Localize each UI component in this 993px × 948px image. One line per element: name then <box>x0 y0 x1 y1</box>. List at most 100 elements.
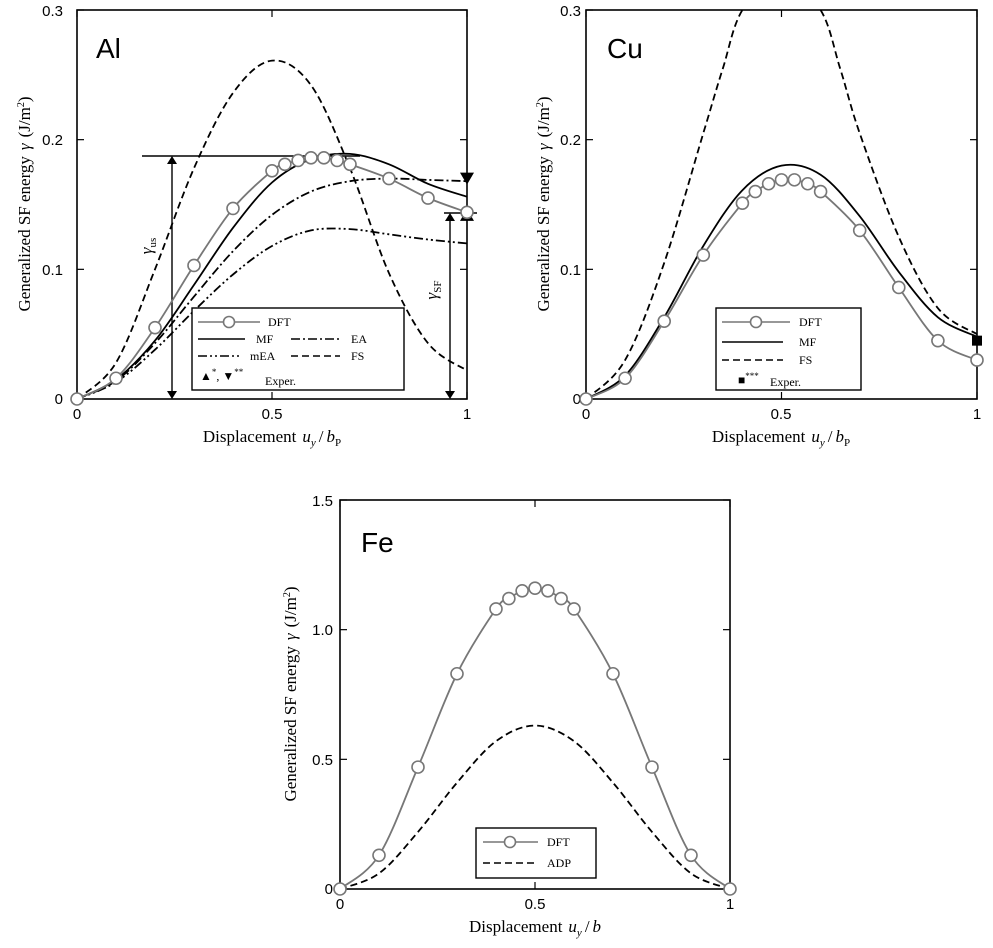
series-dft-point <box>502 591 516 606</box>
series-dft-point <box>460 205 474 220</box>
y-tick-label: 0.5 <box>312 752 333 769</box>
exper-up-symbol: ▲ <box>200 369 212 383</box>
legend-label-mf: MF <box>799 335 817 349</box>
gamma-sf-sym: γ <box>422 291 441 299</box>
y-axis-sym: γ <box>534 142 553 150</box>
series-mf-line <box>77 152 467 399</box>
series-dft-point <box>554 591 568 606</box>
x-axis-den: b <box>326 427 335 446</box>
y-tick-label: 0.2 <box>560 132 581 149</box>
series-dft-point <box>372 848 386 863</box>
x-tick-label: 0 <box>73 406 81 423</box>
legend-label-mf: MF <box>256 332 274 346</box>
series-dft-point <box>317 151 331 165</box>
x-tick-label: 0.5 <box>525 896 546 913</box>
x-tick-label: 1 <box>726 896 734 913</box>
series-dft-point <box>970 353 984 367</box>
x-axis-var: u <box>811 427 820 446</box>
legend-label-fs: FS <box>351 349 364 363</box>
legend: DFT ADP <box>475 827 597 879</box>
series-exper-marker <box>460 172 474 185</box>
legend-marker-dft <box>503 835 517 849</box>
x-tick-label: 0 <box>336 896 344 913</box>
series-mea-line <box>77 227 467 399</box>
series-dft-point <box>421 191 435 205</box>
exper-down-sup: ** <box>234 367 244 377</box>
series-dft-point <box>761 176 776 191</box>
panel-fe: Fe 0 0.5 1.0 1.5 0 0.5 1 Displacement uy /… <box>281 493 737 939</box>
series-dft-point <box>891 280 906 295</box>
series-fs-line <box>77 59 467 399</box>
legend-marker-dft <box>222 315 236 329</box>
series-group <box>70 59 474 406</box>
series-dft-point <box>579 392 593 406</box>
series-dft-point <box>528 581 542 595</box>
series-dft-point <box>748 184 763 199</box>
series-dft-point <box>109 371 123 386</box>
y-tick-label: 0.1 <box>560 262 581 279</box>
y-axis-word: Generalized SF energy <box>281 646 300 802</box>
series-dft-point <box>330 153 344 168</box>
series-dft-point <box>723 882 737 896</box>
legend-label-exper: Exper. <box>770 375 801 389</box>
legend: DFT MF FS ■*** Exper. <box>715 307 862 391</box>
y-axis-unit-sup: 2 <box>16 102 27 107</box>
series-dft-point <box>931 333 945 348</box>
series-adp-line <box>340 724 730 889</box>
svg-text:γus: γus <box>137 238 159 254</box>
series-dft-point <box>187 258 201 273</box>
series-dft-point <box>450 666 464 681</box>
x-axis-var-sub: y <box>576 927 582 939</box>
panel-label: Fe <box>361 527 394 558</box>
legend-label-fs: FS <box>799 353 812 367</box>
x-axis-den: b <box>835 427 844 446</box>
legend-marker-dft <box>749 315 763 329</box>
series-dft-point <box>852 223 867 238</box>
y-axis-label: Generalized SF energyγ(J/m2) <box>534 96 553 311</box>
y-axis-unit: (J/m <box>15 107 34 137</box>
series-dft-point <box>645 760 659 774</box>
y-axis-label: Generalized SF energyγ(J/m2) <box>15 96 34 311</box>
y-axis-unit-sup: 2 <box>535 102 546 107</box>
gamma-us-sub: us <box>147 238 159 248</box>
x-axis-den-sub: P <box>844 437 850 449</box>
x-axis-label: Displacement uy / b <box>469 917 601 939</box>
legend-exper-marks: ▲*, ▼** <box>200 367 244 383</box>
y-tick-label: 1.0 <box>312 622 333 639</box>
exper-down-symbol: ▼ <box>222 369 234 383</box>
gamma-sf-sub: SF <box>432 281 444 293</box>
x-tick-label: 1 <box>463 406 471 423</box>
series-mf-line <box>586 163 977 399</box>
series-dft-point <box>226 201 240 216</box>
series-dft-point <box>515 583 529 598</box>
x-axis-den: b <box>593 917 602 936</box>
series-dft-point <box>489 602 503 616</box>
x-tick-label: 0.5 <box>262 406 283 423</box>
gamma-sf-annotation: γSF <box>422 212 477 399</box>
y-axis-unit: (J/m <box>534 107 553 137</box>
legend-label-dft: DFT <box>547 835 570 849</box>
x-tick-label: 0 <box>582 406 590 423</box>
panel-label: Cu <box>607 33 643 64</box>
series-dft-point <box>278 157 292 172</box>
tick-marks <box>76 9 468 400</box>
legend-exper-marks: ■*** <box>738 371 759 387</box>
y-tick-label: 0.2 <box>42 132 63 149</box>
panel-cu: Cu 0 0.1 0.2 0.3 0 0.5 1 Displacement uy /… <box>534 3 984 449</box>
series-dft-point <box>684 848 698 863</box>
y-tick-label: 0.3 <box>560 3 581 20</box>
x-axis-var: u <box>302 427 311 446</box>
y-tick-label: 0.1 <box>42 262 63 279</box>
series-dft-point <box>735 196 750 211</box>
x-axis-word: Displacement <box>469 917 563 936</box>
series-group <box>333 581 737 896</box>
x-axis-var: u <box>568 917 577 936</box>
x-axis-word: Displacement <box>203 427 297 446</box>
exper-square-sup: *** <box>745 371 759 381</box>
legend: DFT MF EA mEA FS ▲*, ▼** Exper. <box>191 307 405 391</box>
y-axis-sym: γ <box>15 142 34 150</box>
series-ea-line <box>77 177 467 399</box>
series-dft-point <box>343 157 357 172</box>
series-dft-point <box>618 371 632 386</box>
